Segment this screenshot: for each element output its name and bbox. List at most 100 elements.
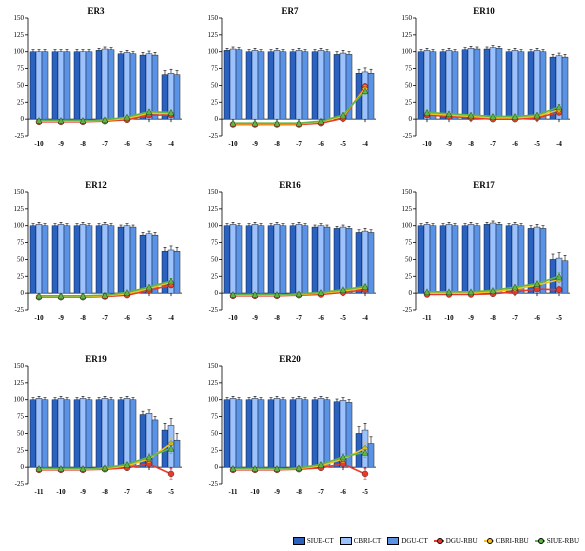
svg-text:100: 100: [14, 222, 25, 230]
svg-text:150: 150: [14, 188, 25, 196]
svg-text:ER16: ER16: [279, 180, 301, 190]
svg-text:-11: -11: [35, 488, 44, 496]
svg-text:-9: -9: [274, 488, 280, 496]
legend-item-SIUE-RBU: SIUE-RBU: [535, 537, 579, 545]
svg-text:-9: -9: [468, 314, 474, 322]
svg-text:-10: -10: [56, 488, 66, 496]
svg-text:-6: -6: [124, 314, 130, 322]
legend-item-CBRI-RBU: CBRI-RBU: [484, 537, 529, 545]
svg-text:75: 75: [211, 65, 219, 73]
svg-text:-5: -5: [340, 314, 346, 322]
svg-text:-6: -6: [512, 140, 518, 148]
svg-text:-25: -25: [209, 306, 219, 314]
svg-text:75: 75: [17, 239, 25, 247]
svg-text:-9: -9: [446, 140, 452, 148]
svg-text:0: 0: [21, 463, 25, 471]
svg-text:-10: -10: [444, 314, 454, 322]
svg-text:25: 25: [211, 272, 219, 280]
svg-text:-7: -7: [124, 488, 130, 496]
svg-text:-4: -4: [556, 140, 562, 148]
svg-text:-10: -10: [228, 140, 238, 148]
svg-text:-25: -25: [209, 480, 219, 488]
svg-text:-6: -6: [318, 140, 324, 148]
svg-text:ER19: ER19: [85, 354, 107, 364]
svg-text:25: 25: [17, 272, 25, 280]
svg-text:-7: -7: [490, 140, 496, 148]
panel-ER17: -250255075100125150-11-10-9-8-7-6-5ER17: [394, 178, 574, 328]
svg-text:-4: -4: [362, 314, 368, 322]
svg-text:150: 150: [14, 362, 25, 370]
panel-ER3: -250255075100125150-10-9-8-7-6-5-4ER3: [6, 4, 186, 154]
svg-text:ER12: ER12: [85, 180, 107, 190]
svg-text:-5: -5: [168, 488, 174, 496]
legend-label: DGU-CT: [401, 537, 427, 545]
svg-text:-25: -25: [403, 132, 413, 140]
svg-text:50: 50: [211, 429, 219, 437]
legend-label: CBRI-RBU: [496, 537, 529, 545]
svg-text:0: 0: [409, 289, 413, 297]
panel-ER12: -250255075100125150-10-9-8-7-6-5-4ER12: [6, 178, 186, 328]
svg-text:-5: -5: [146, 314, 152, 322]
svg-text:-7: -7: [512, 314, 518, 322]
svg-text:-9: -9: [58, 140, 64, 148]
svg-text:-4: -4: [168, 140, 174, 148]
svg-text:0: 0: [409, 115, 413, 123]
svg-text:-5: -5: [556, 314, 562, 322]
legend-label: SIUE-RBU: [547, 537, 579, 545]
svg-text:ER7: ER7: [281, 6, 299, 16]
svg-text:125: 125: [208, 205, 219, 213]
svg-text:75: 75: [405, 239, 413, 247]
svg-text:100: 100: [14, 48, 25, 56]
svg-text:75: 75: [17, 413, 25, 421]
svg-text:150: 150: [208, 362, 219, 370]
svg-text:50: 50: [405, 255, 413, 263]
svg-text:50: 50: [17, 81, 25, 89]
svg-text:-10: -10: [34, 140, 44, 148]
svg-text:50: 50: [211, 81, 219, 89]
panel-ER16: -250255075100125150-10-9-8-7-6-5-4ER16: [200, 178, 380, 328]
svg-text:125: 125: [402, 205, 413, 213]
svg-text:-8: -8: [274, 314, 280, 322]
svg-text:100: 100: [402, 222, 413, 230]
svg-text:100: 100: [14, 396, 25, 404]
svg-text:-5: -5: [146, 140, 152, 148]
svg-text:-6: -6: [124, 140, 130, 148]
svg-text:150: 150: [402, 14, 413, 22]
svg-text:-4: -4: [362, 140, 368, 148]
svg-text:ER20: ER20: [279, 354, 301, 364]
svg-text:-9: -9: [80, 488, 86, 496]
svg-text:-6: -6: [340, 488, 346, 496]
svg-text:-11: -11: [229, 488, 238, 496]
legend-item-CBRI-CT: CBRI-CT: [340, 537, 382, 545]
svg-text:-10: -10: [228, 314, 238, 322]
svg-text:125: 125: [208, 31, 219, 39]
legend-label: SIUE-CT: [307, 537, 334, 545]
svg-text:-5: -5: [362, 488, 368, 496]
svg-text:-8: -8: [80, 140, 86, 148]
svg-text:-25: -25: [209, 132, 219, 140]
svg-text:-5: -5: [534, 140, 540, 148]
svg-text:-6: -6: [318, 314, 324, 322]
svg-text:-9: -9: [252, 140, 258, 148]
svg-text:50: 50: [17, 255, 25, 263]
svg-text:75: 75: [17, 65, 25, 73]
svg-text:25: 25: [211, 98, 219, 106]
svg-text:125: 125: [14, 379, 25, 387]
svg-text:-6: -6: [534, 314, 540, 322]
svg-text:-8: -8: [274, 140, 280, 148]
panel-ER20: -250255075100125150-11-10-9-8-7-6-5ER20: [200, 352, 380, 502]
svg-text:150: 150: [208, 14, 219, 22]
svg-text:-25: -25: [15, 132, 25, 140]
svg-text:50: 50: [211, 255, 219, 263]
svg-text:-9: -9: [252, 314, 258, 322]
svg-text:-8: -8: [102, 488, 108, 496]
svg-text:-7: -7: [102, 314, 108, 322]
svg-text:25: 25: [405, 272, 413, 280]
svg-text:0: 0: [21, 289, 25, 297]
svg-text:-25: -25: [15, 480, 25, 488]
legend-item-DGU-RBU: DGU-RBU: [434, 537, 478, 545]
svg-text:-7: -7: [296, 314, 302, 322]
svg-text:-7: -7: [102, 140, 108, 148]
svg-text:75: 75: [405, 65, 413, 73]
svg-text:125: 125: [208, 379, 219, 387]
